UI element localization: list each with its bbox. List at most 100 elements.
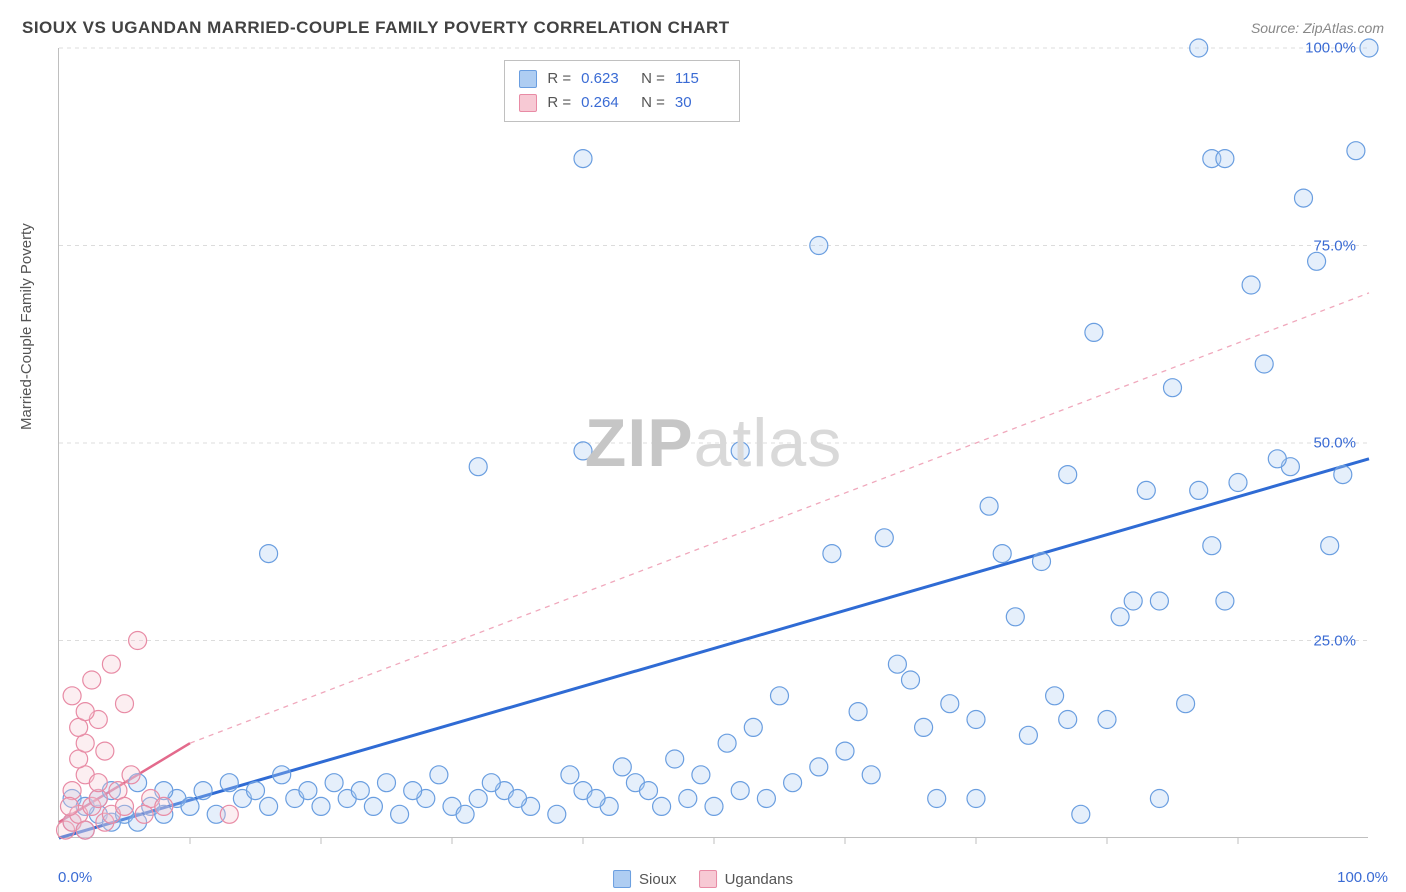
series-legend: Sioux Ugandans [613, 870, 793, 888]
data-point [378, 774, 396, 792]
data-point [116, 695, 134, 713]
data-point [260, 797, 278, 815]
data-point [89, 774, 107, 792]
data-point [980, 497, 998, 515]
data-point [1006, 608, 1024, 626]
data-point [993, 545, 1011, 563]
data-point [1059, 711, 1077, 729]
data-point [902, 671, 920, 689]
data-point [692, 766, 710, 784]
data-point [273, 766, 291, 784]
data-point [1164, 379, 1182, 397]
data-point [1059, 466, 1077, 484]
data-point [1347, 142, 1365, 160]
data-point [1046, 687, 1064, 705]
data-point [875, 529, 893, 547]
data-point [102, 655, 120, 673]
n-label: N = [641, 67, 665, 91]
y-tick-label: 50.0% [1313, 435, 1356, 452]
data-point [941, 695, 959, 713]
data-point [76, 821, 94, 839]
legend-label: Ugandans [725, 871, 793, 888]
data-point [915, 718, 933, 736]
y-axis-label: Married-Couple Family Poverty [18, 223, 35, 430]
data-point [862, 766, 880, 784]
data-point [548, 805, 566, 823]
series-swatch [519, 94, 537, 112]
data-point [430, 766, 448, 784]
source-attribution: Source: ZipAtlas.com [1251, 20, 1384, 36]
data-point [1229, 474, 1247, 492]
data-point [587, 790, 605, 808]
stats-row: R = 0.623N = 115 [519, 67, 725, 91]
x-max-label: 100.0% [1337, 869, 1388, 886]
data-point [967, 711, 985, 729]
data-point [325, 774, 343, 792]
legend-label: Sioux [639, 871, 677, 888]
chart-svg [59, 48, 1369, 838]
data-point [757, 790, 775, 808]
data-point [679, 790, 697, 808]
data-point [509, 790, 527, 808]
data-point [220, 774, 238, 792]
data-point [1203, 537, 1221, 555]
data-point [810, 758, 828, 776]
data-point [129, 632, 147, 650]
data-point [967, 790, 985, 808]
data-point [1308, 252, 1326, 270]
data-point [299, 782, 317, 800]
data-point [731, 442, 749, 460]
data-point [574, 150, 592, 168]
data-point [666, 750, 684, 768]
data-point [1137, 481, 1155, 499]
data-point [83, 671, 101, 689]
data-point [574, 442, 592, 460]
n-label: N = [641, 91, 665, 115]
data-point [613, 758, 631, 776]
y-tick-label: 75.0% [1313, 237, 1356, 254]
data-point [76, 703, 94, 721]
x-origin-label: 0.0% [58, 869, 92, 886]
data-point [1150, 790, 1168, 808]
data-point [404, 782, 422, 800]
data-point [220, 805, 238, 823]
data-point [469, 790, 487, 808]
data-point [312, 797, 330, 815]
data-point [1019, 726, 1037, 744]
data-point [718, 734, 736, 752]
data-point [63, 687, 81, 705]
data-point [351, 782, 369, 800]
data-point [1177, 695, 1195, 713]
y-tick-label: 25.0% [1313, 632, 1356, 649]
data-point [561, 766, 579, 784]
data-point [364, 797, 382, 815]
data-point [391, 805, 409, 823]
data-point [181, 797, 199, 815]
data-point [888, 655, 906, 673]
data-point [456, 805, 474, 823]
r-label: R = [547, 91, 571, 115]
y-tick-label: 100.0% [1305, 40, 1356, 57]
data-point [1321, 537, 1339, 555]
data-point [96, 742, 114, 760]
r-value: 0.264 [581, 91, 631, 115]
n-value: 115 [675, 67, 725, 91]
data-point [135, 805, 153, 823]
data-point [849, 703, 867, 721]
data-point [705, 797, 723, 815]
data-point [482, 774, 500, 792]
data-point [469, 458, 487, 476]
stats-legend-box: R = 0.623N = 115R = 0.264 N = 30 [504, 60, 740, 122]
data-point [1216, 592, 1234, 610]
data-point [63, 782, 81, 800]
n-value: 30 [675, 91, 725, 115]
data-point [1295, 189, 1313, 207]
data-point [1255, 355, 1273, 373]
stats-row: R = 0.264 N = 30 [519, 91, 725, 115]
data-point [653, 797, 671, 815]
data-point [1072, 805, 1090, 823]
data-point [194, 782, 212, 800]
data-point [810, 237, 828, 255]
data-point [1360, 39, 1378, 57]
data-point [1268, 450, 1286, 468]
